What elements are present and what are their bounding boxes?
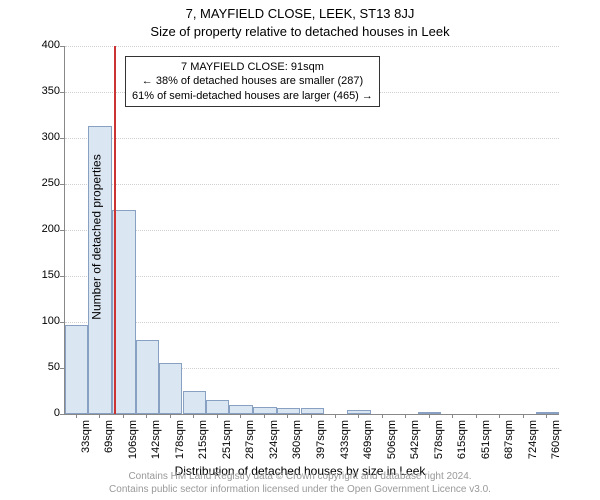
x-tick-label: 324sqm xyxy=(268,420,280,480)
x-tick-mark xyxy=(546,414,547,418)
y-tick-mark xyxy=(60,414,64,415)
annotation-line1: 7 MAYFIELD CLOSE: 91sqm xyxy=(132,60,373,74)
x-tick-mark xyxy=(452,414,453,418)
y-tick-mark xyxy=(60,92,64,93)
x-tick-mark xyxy=(523,414,524,418)
x-tick-mark xyxy=(123,414,124,418)
gridline xyxy=(65,46,559,47)
histogram-bar xyxy=(136,340,159,414)
x-tick-mark xyxy=(193,414,194,418)
histogram-bar xyxy=(206,400,229,414)
y-tick-label: 100 xyxy=(24,315,60,327)
x-tick-label: 397sqm xyxy=(315,420,327,480)
x-tick-label: 215sqm xyxy=(197,420,209,480)
x-tick-label: 33sqm xyxy=(80,420,92,480)
x-tick-mark xyxy=(382,414,383,418)
y-tick-label: 150 xyxy=(24,269,60,281)
x-tick-mark xyxy=(76,414,77,418)
histogram-bar xyxy=(229,405,252,414)
x-tick-label: 287sqm xyxy=(244,420,256,480)
y-tick-mark xyxy=(60,230,64,231)
chart-title-sub: Size of property relative to detached ho… xyxy=(0,24,600,39)
x-tick-mark xyxy=(405,414,406,418)
gridline xyxy=(65,184,559,185)
x-tick-label: 615sqm xyxy=(456,420,468,480)
y-tick-label: 250 xyxy=(24,177,60,189)
x-tick-mark xyxy=(264,414,265,418)
y-axis-label: Number of detached properties xyxy=(90,154,104,319)
histogram-bar xyxy=(65,325,88,414)
x-tick-mark xyxy=(217,414,218,418)
y-tick-label: 350 xyxy=(24,85,60,97)
x-tick-mark xyxy=(170,414,171,418)
histogram-bar xyxy=(159,363,182,414)
x-tick-mark xyxy=(499,414,500,418)
gridline xyxy=(65,230,559,231)
y-tick-label: 50 xyxy=(24,361,60,373)
x-tick-label: 469sqm xyxy=(362,420,374,480)
x-tick-label: 69sqm xyxy=(103,420,115,480)
y-tick-label: 0 xyxy=(24,407,60,419)
y-tick-mark xyxy=(60,276,64,277)
x-tick-label: 178sqm xyxy=(174,420,186,480)
x-tick-label: 360sqm xyxy=(291,420,303,480)
chart-title-address: 7, MAYFIELD CLOSE, LEEK, ST13 8JJ xyxy=(0,6,600,21)
annotation-box: 7 MAYFIELD CLOSE: 91sqm ← 38% of detache… xyxy=(125,56,380,107)
y-tick-mark xyxy=(60,184,64,185)
x-tick-mark xyxy=(311,414,312,418)
gridline xyxy=(65,276,559,277)
x-tick-mark xyxy=(358,414,359,418)
gridline xyxy=(65,138,559,139)
y-tick-mark xyxy=(60,322,64,323)
x-tick-label: 760sqm xyxy=(550,420,562,480)
annotation-line2: ← 38% of detached houses are smaller (28… xyxy=(132,74,373,88)
property-marker-line xyxy=(114,46,116,414)
x-tick-mark xyxy=(476,414,477,418)
footer-line2: Contains public sector information licen… xyxy=(0,484,600,497)
annotation-line3: 61% of semi-detached houses are larger (… xyxy=(132,89,373,103)
x-tick-label: 142sqm xyxy=(150,420,162,480)
y-tick-label: 400 xyxy=(24,39,60,51)
y-tick-mark xyxy=(60,46,64,47)
x-tick-mark xyxy=(335,414,336,418)
gridline xyxy=(65,322,559,323)
y-tick-mark xyxy=(60,368,64,369)
x-tick-label: 542sqm xyxy=(409,420,421,480)
x-tick-label: 433sqm xyxy=(339,420,351,480)
x-tick-label: 724sqm xyxy=(527,420,539,480)
x-tick-mark xyxy=(99,414,100,418)
histogram-bar xyxy=(183,391,206,414)
histogram-bar xyxy=(253,407,276,414)
y-tick-label: 200 xyxy=(24,223,60,235)
y-tick-label: 300 xyxy=(24,131,60,143)
x-tick-mark xyxy=(146,414,147,418)
x-tick-label: 651sqm xyxy=(480,420,492,480)
x-tick-mark xyxy=(287,414,288,418)
chart-container: 7, MAYFIELD CLOSE, LEEK, ST13 8JJ Size o… xyxy=(0,0,600,500)
x-tick-label: 506sqm xyxy=(386,420,398,480)
x-tick-mark xyxy=(429,414,430,418)
x-tick-label: 251sqm xyxy=(221,420,233,480)
x-tick-label: 687sqm xyxy=(503,420,515,480)
x-tick-label: 578sqm xyxy=(433,420,445,480)
x-tick-mark xyxy=(240,414,241,418)
y-tick-mark xyxy=(60,138,64,139)
x-tick-label: 106sqm xyxy=(127,420,139,480)
plot-area: 7 MAYFIELD CLOSE: 91sqm ← 38% of detache… xyxy=(64,46,559,415)
